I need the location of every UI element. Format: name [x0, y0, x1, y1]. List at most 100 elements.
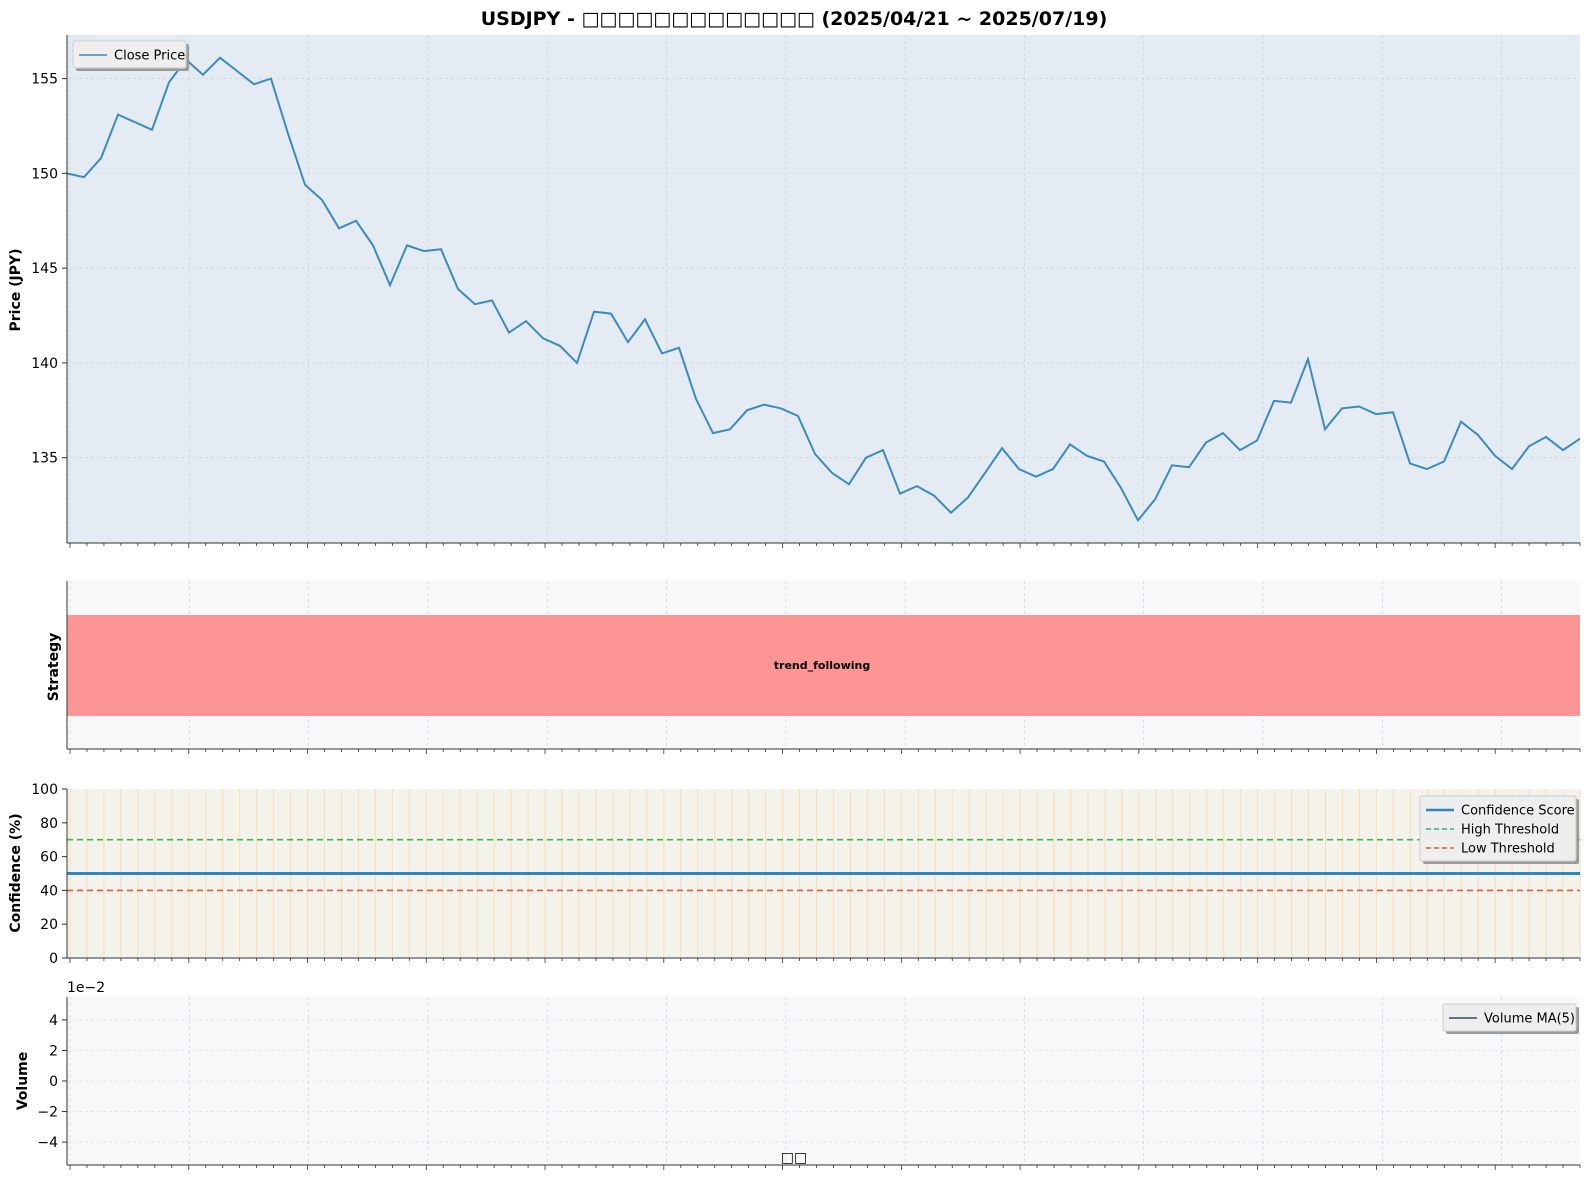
close-price-point: [1323, 427, 1328, 432]
close-price-point: [1578, 436, 1583, 441]
close-price-point: [1425, 467, 1430, 472]
y-tick-label: 145: [31, 261, 58, 277]
close-price-point: [1000, 446, 1005, 451]
close-price-point: [932, 493, 937, 498]
strategy-band-label: trend_following: [774, 659, 870, 672]
close-price-point: [150, 127, 155, 132]
close-price-point: [915, 484, 920, 489]
close-price-point: [983, 470, 988, 475]
close-price-point: [1255, 438, 1260, 443]
price-panel: 135 140 145 150 155 Price (JPY) Close Price: [8, 35, 1583, 548]
close-price-point: [1476, 432, 1481, 437]
close-price-point: [116, 112, 121, 117]
close-price-point: [388, 283, 393, 288]
close-price-point: [626, 340, 631, 345]
close-price-point: [1493, 453, 1498, 458]
close-price-point: [1136, 518, 1141, 523]
strategy-panel: trend_following Strategy: [46, 581, 1581, 754]
y-tick-label: 80: [40, 816, 58, 832]
close-price-point: [1272, 398, 1277, 403]
y-tick-label: 155: [31, 72, 58, 88]
close-price-point: [439, 247, 444, 252]
y-tick-label: 0: [49, 1074, 58, 1090]
close-price-point: [864, 455, 869, 460]
close-price-point: [1051, 467, 1056, 472]
close-price-point: [1204, 440, 1209, 445]
close-price-point: [405, 243, 410, 248]
close-price-point: [1289, 400, 1294, 405]
y-tick-label: 20: [40, 917, 58, 933]
volume-panel: −4 −2 0 2 4 1e−2 Volume □□ Volume MA(5): [15, 980, 1581, 1170]
y-tick-label: 140: [31, 356, 58, 372]
y-tick-label: −2: [37, 1105, 58, 1121]
close-price-point: [1102, 459, 1107, 464]
y-axis-label: Price (JPY): [8, 248, 24, 331]
close-price-point: [694, 396, 699, 401]
close-price-point: [1459, 419, 1464, 424]
chart-panels: 135 140 145 150 155 Price (JPY) Close Price tre…: [8, 35, 1583, 1170]
close-price-point: [286, 131, 291, 136]
y-axis-label: Volume: [15, 1052, 31, 1111]
close-price-point: [371, 243, 376, 248]
close-price-point: [541, 336, 546, 341]
close-price-point: [949, 510, 954, 515]
close-price-point: [1527, 444, 1532, 449]
close-price-point: [252, 82, 257, 87]
close-price-point: [711, 431, 716, 436]
close-price-point: [847, 482, 852, 487]
close-price-point: [1170, 463, 1175, 468]
close-price-point: [1357, 404, 1362, 409]
close-price-point: [524, 319, 529, 324]
close-price-point: [609, 311, 614, 316]
y-axis-label: Confidence (%): [8, 813, 24, 932]
y-tick-label: 4: [49, 1013, 58, 1029]
close-price-point: [473, 302, 478, 307]
legend-box: [72, 40, 187, 69]
y-tick-label: 2: [49, 1043, 58, 1059]
close-price-point: [1221, 431, 1226, 436]
close-price-point: [1391, 410, 1396, 415]
close-price-point: [830, 470, 835, 475]
close-price-point: [1561, 448, 1566, 453]
y-tick-label: 60: [40, 850, 58, 866]
close-price-point: [1187, 465, 1192, 470]
close-price-point: [1510, 467, 1515, 472]
close-price-point: [1153, 497, 1158, 502]
y-tick-label: −4: [37, 1135, 58, 1151]
close-price-point: [235, 69, 240, 74]
close-price-point: [133, 120, 138, 125]
y-offset-text: 1e−2: [67, 980, 105, 996]
close-price-point: [1442, 459, 1447, 464]
close-price-point: [898, 491, 903, 496]
close-price-point: [201, 72, 206, 77]
strategy-band: [67, 615, 1580, 716]
legend-label: Volume MA(5): [1484, 1012, 1575, 1027]
close-price-point: [82, 175, 87, 180]
close-price-line: [66, 56, 1581, 523]
close-price-point: [167, 80, 172, 85]
close-price-point: [456, 287, 461, 292]
close-price-point: [728, 427, 733, 432]
close-price-point: [422, 249, 427, 254]
close-price-point: [490, 298, 495, 303]
close-price-point: [881, 448, 886, 453]
y-tick-label: 135: [31, 451, 58, 467]
close-price-point: [677, 345, 682, 350]
x-axis-label: □□: [781, 1150, 807, 1166]
legend-box: [1442, 1003, 1577, 1032]
close-price-point: [1544, 434, 1549, 439]
close-price-point: [796, 414, 801, 419]
close-price-point: [354, 218, 359, 223]
y-tick-label: 0: [49, 951, 58, 967]
y-axis-label: Strategy: [46, 633, 62, 701]
close-price-point: [1068, 442, 1073, 447]
legend-label: Low Threshold: [1461, 842, 1555, 857]
close-price-point: [1017, 467, 1022, 472]
close-price-point: [1306, 357, 1311, 362]
chart-title: USDJPY - □□□□□□□□□□□□□ (2025/04/21 ~ 202…: [481, 8, 1108, 30]
close-price-point: [303, 182, 308, 187]
close-price-point: [1085, 453, 1090, 458]
close-price-point: [1340, 406, 1345, 411]
y-tick-label: 150: [31, 166, 58, 182]
